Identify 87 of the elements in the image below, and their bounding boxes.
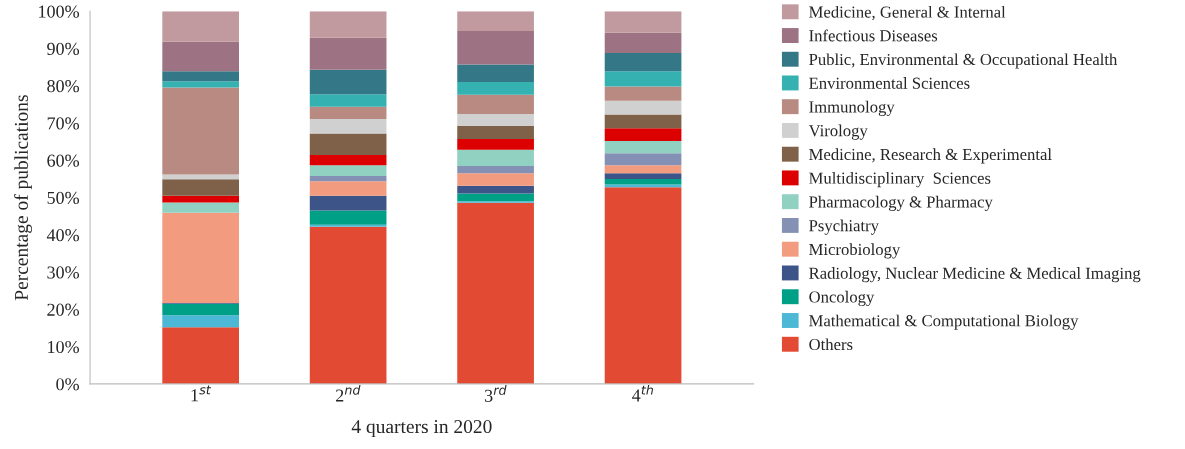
bar <box>309 106 387 119</box>
x-tick-label: 3$^{rd}$ <box>484 385 507 402</box>
bar <box>309 210 387 225</box>
bar <box>457 64 534 83</box>
y-tick-label: 80% <box>47 80 80 93</box>
bar <box>604 71 682 87</box>
bar <box>162 179 239 196</box>
bar <box>309 165 387 176</box>
x-axis-title: 4 quarters in 2020 <box>351 420 492 438</box>
bar <box>457 202 534 384</box>
bar <box>604 86 682 101</box>
bar <box>457 193 534 202</box>
legend-label: Oncology <box>809 290 875 307</box>
legend-label: Others <box>809 338 853 351</box>
bar <box>457 125 534 140</box>
bar <box>457 82 534 95</box>
y-tick-label: 60% <box>47 154 80 167</box>
legend-label: Virology <box>808 124 868 140</box>
x-tick-label: 2$^{nd}$ <box>336 384 361 402</box>
bar <box>309 175 387 182</box>
bar <box>457 149 534 166</box>
bar <box>162 212 239 304</box>
bar <box>457 165 534 174</box>
bar <box>162 315 239 328</box>
bar <box>309 195 387 211</box>
legend-label: Radiology, Nuclear Medicine & Medical Imaging <box>809 267 1141 283</box>
x-tick-label: 1$^{st}$ <box>191 385 212 402</box>
bar <box>309 69 387 95</box>
bar <box>162 87 239 175</box>
bar <box>162 202 239 213</box>
bar <box>162 81 239 88</box>
bar <box>162 11 239 42</box>
legend-label: Psychiatry <box>809 219 879 235</box>
bar <box>604 114 682 129</box>
bar <box>162 327 239 384</box>
bar <box>309 133 387 156</box>
x-tick-label: 4$^{th}$ <box>632 384 653 402</box>
legend-label: Environmental Sciences <box>809 77 970 89</box>
y-tick-label: 100% <box>39 5 80 18</box>
bar <box>309 226 387 384</box>
bar <box>309 11 387 38</box>
bar <box>457 185 534 194</box>
legend-label: Microbiology <box>809 243 901 259</box>
legend-label: Immunology <box>809 100 895 116</box>
bar <box>457 11 534 31</box>
y-tick-label: 0% <box>56 378 80 391</box>
bar <box>604 11 682 33</box>
legend-label: Infectious Diseases <box>809 29 938 42</box>
bar <box>604 178 682 185</box>
bar <box>457 94 534 115</box>
legend-label: Public, Environmental & Occupational Health <box>809 53 1118 69</box>
bar <box>309 155 387 166</box>
bar <box>457 139 534 150</box>
y-tick-label: 20% <box>47 303 80 316</box>
legend-label: Multidisciplinary Sciences <box>809 172 991 188</box>
bar <box>604 32 682 53</box>
bar <box>309 94 387 107</box>
bar <box>457 114 534 126</box>
bar <box>604 140 682 154</box>
bar <box>604 52 682 72</box>
bar <box>162 71 239 82</box>
bar <box>309 118 387 134</box>
legend-label: Pharmacology & Pharmacy <box>809 195 993 211</box>
bar <box>457 30 534 65</box>
y-tick-label: 10% <box>48 340 80 354</box>
bar <box>604 165 682 174</box>
y-tick-label: 50% <box>47 191 80 205</box>
y-tick-label: 90% <box>47 42 80 55</box>
legend-label: Mathematical & Computational Biology <box>809 314 1079 330</box>
legend-label: Medicine, General & Internal <box>809 5 1006 21</box>
bar <box>604 187 682 384</box>
bar <box>309 37 387 70</box>
y-tick-label: 30% <box>47 266 80 279</box>
y-tick-label: 40% <box>46 229 80 242</box>
y-axis-title: Percentage of publications <box>14 95 32 301</box>
bar <box>604 100 682 115</box>
y-tick-label: 70% <box>47 117 80 130</box>
bar <box>604 173 682 179</box>
bar <box>162 195 239 203</box>
bar <box>162 174 239 180</box>
bar <box>604 128 682 141</box>
bar <box>309 181 387 196</box>
legend-label: Medicine, Research & Experimental <box>809 148 1052 164</box>
bar <box>162 41 239 72</box>
bar <box>604 153 682 166</box>
bar <box>457 173 534 186</box>
bar <box>162 303 239 316</box>
